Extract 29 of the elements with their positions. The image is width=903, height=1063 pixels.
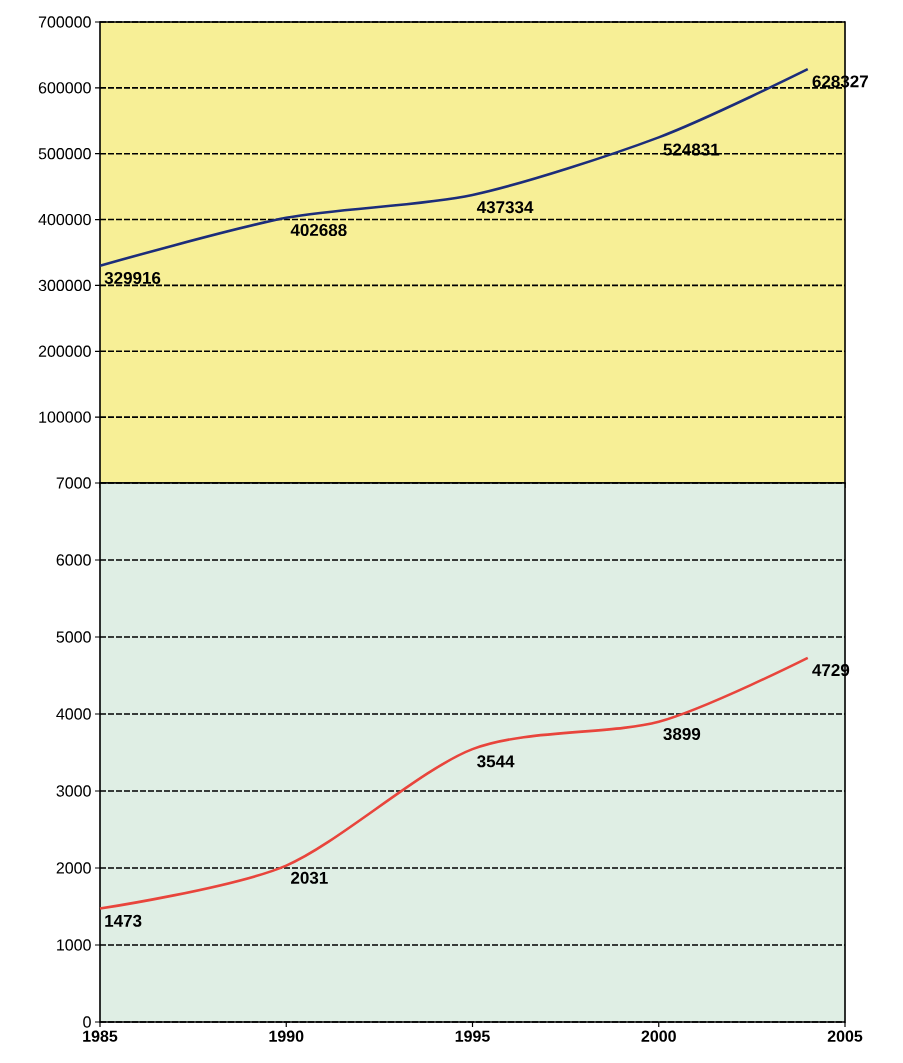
y-tick-label: 0 [83,1016,91,1028]
data-label: 329916 [104,271,161,284]
y-tick-label: 700000 [38,16,91,28]
x-tick-label: 1990 [269,1030,304,1042]
x-tick-label: 1985 [83,1030,118,1042]
y-tick-label: 400000 [38,213,91,226]
data-label: 3899 [663,727,701,741]
y-tick-label: 500000 [38,148,91,160]
y-tick-label: 200000 [38,345,91,357]
y-tick-label: 7000 [56,477,91,489]
data-label: 2031 [291,871,328,884]
data-label: 1473 [105,914,142,927]
y-tick-label: 600000 [38,82,91,94]
line-series [98,656,810,910]
y-tick-label: 2000 [56,862,91,874]
x-tick-label: 2000 [641,1030,676,1042]
y-tick-label: 100000 [39,411,91,423]
y-tick-label: 4000 [56,708,91,720]
y-tick-label: 3000 [56,785,91,797]
data-label: 437334 [476,201,534,214]
x-tick-label: 1995 [455,1030,490,1042]
x-tick-label: 2005 [827,1030,863,1042]
data-label: 3544 [477,755,515,768]
y-tick-label: 1000 [57,939,91,951]
y-tick-label: 300000 [38,279,91,292]
y-tick-label: 6000 [56,554,91,566]
data-label: 402688 [290,223,347,237]
line-series [98,67,810,268]
y-tick-label: 5000 [56,631,91,643]
